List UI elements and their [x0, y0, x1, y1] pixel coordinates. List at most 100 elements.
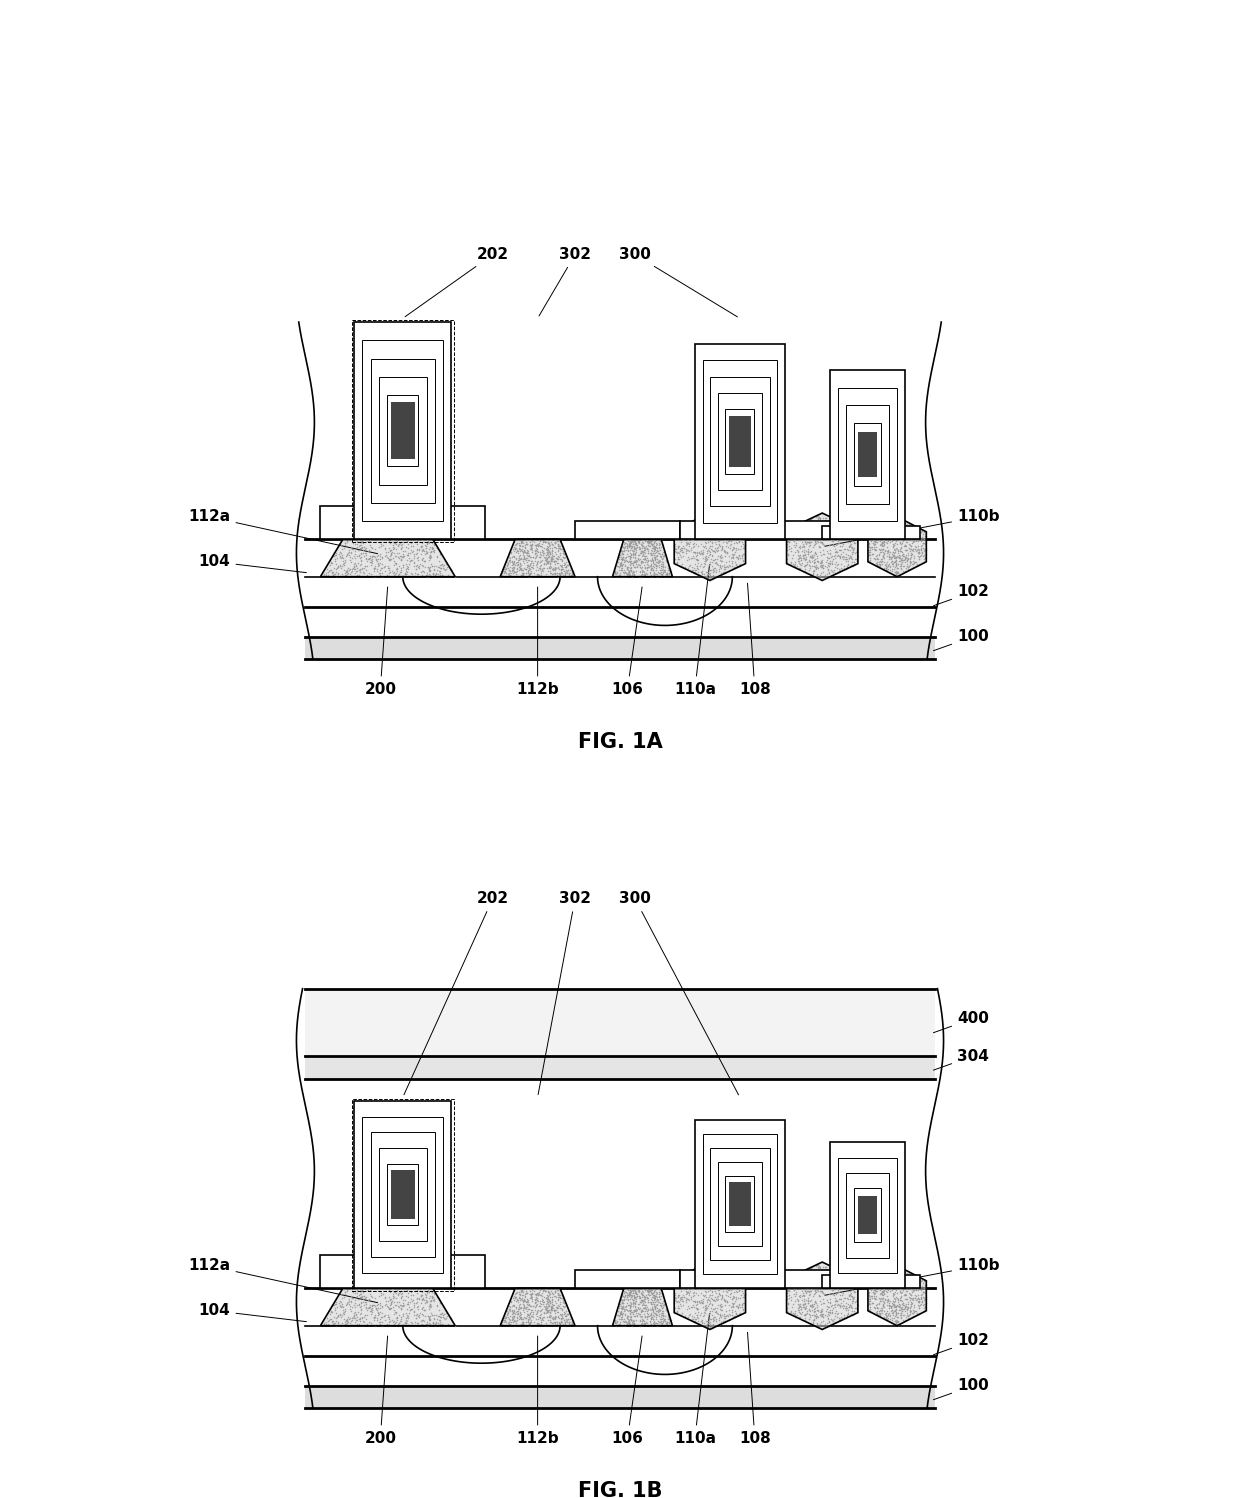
Point [652, 533, 672, 557]
Point [802, 535, 822, 559]
Point [614, 1285, 634, 1309]
Point [879, 1294, 899, 1318]
Point [660, 557, 680, 581]
Point [678, 1273, 698, 1297]
Point [898, 1303, 918, 1327]
Point [616, 1294, 636, 1318]
Point [811, 515, 831, 539]
Point [706, 1300, 725, 1324]
Point [887, 529, 906, 553]
Point [808, 533, 828, 557]
Point [611, 1296, 631, 1320]
Point [520, 527, 539, 551]
Point [806, 1261, 826, 1285]
Point [626, 1282, 646, 1306]
Point [802, 518, 822, 542]
Point [667, 1270, 687, 1294]
Point [724, 536, 744, 560]
Point [520, 1309, 539, 1333]
Point [812, 553, 832, 577]
Point [792, 529, 812, 553]
Point [503, 551, 523, 575]
Point [830, 538, 849, 562]
Point [658, 1308, 678, 1332]
Point [785, 1302, 805, 1326]
Point [350, 530, 370, 554]
Point [682, 1284, 702, 1308]
Point [521, 1311, 541, 1335]
Point [620, 1297, 640, 1321]
Point [491, 1314, 511, 1338]
Point [420, 542, 440, 566]
Point [900, 1300, 920, 1324]
Point [817, 518, 837, 542]
Point [358, 562, 378, 586]
Point [724, 1281, 744, 1305]
Point [811, 515, 831, 539]
Point [534, 1278, 554, 1302]
Point [916, 530, 936, 554]
Point [630, 559, 650, 583]
Point [718, 1266, 738, 1290]
Point [820, 560, 839, 584]
Point [551, 554, 570, 578]
Point [544, 1309, 564, 1333]
Point [801, 1299, 821, 1323]
Point [520, 1309, 539, 1333]
Point [635, 536, 655, 560]
Point [656, 562, 676, 586]
Point [631, 1281, 651, 1305]
Point [791, 1302, 811, 1326]
Point [548, 539, 568, 563]
Point [522, 556, 542, 580]
Point [417, 536, 436, 560]
Point [693, 512, 713, 536]
Point [847, 1297, 867, 1321]
Point [629, 1279, 649, 1303]
Point [495, 1308, 515, 1332]
Point [652, 544, 672, 568]
Point [883, 1299, 903, 1323]
Point [415, 541, 435, 565]
Point [527, 533, 547, 557]
Point [671, 530, 691, 554]
Point [422, 1285, 441, 1309]
Point [887, 553, 906, 577]
Point [696, 1314, 715, 1338]
Point [645, 548, 665, 572]
Point [538, 530, 558, 554]
Point [837, 1267, 857, 1291]
Point [415, 1284, 435, 1308]
Point [909, 1278, 929, 1302]
Point [714, 1270, 734, 1294]
Point [361, 1284, 381, 1308]
Point [683, 1281, 703, 1305]
Point [326, 541, 346, 565]
Point [672, 1270, 692, 1294]
Point [800, 1257, 820, 1281]
Point [694, 1311, 714, 1335]
Point [795, 511, 815, 535]
Point [387, 541, 407, 565]
Point [549, 557, 569, 581]
Point [556, 1305, 575, 1329]
Point [641, 530, 661, 554]
Point [402, 1309, 422, 1333]
Point [895, 1308, 915, 1332]
Point [646, 1287, 666, 1311]
Point [532, 557, 552, 581]
Point [615, 1309, 635, 1333]
Point [909, 529, 929, 553]
Point [883, 1260, 903, 1284]
Point [417, 563, 436, 587]
Point [885, 548, 905, 572]
Point [361, 1311, 381, 1335]
Point [866, 1296, 885, 1320]
Point [520, 1306, 539, 1330]
Point [900, 1296, 920, 1320]
Point [722, 538, 742, 562]
Point [711, 1273, 730, 1297]
Point [622, 1281, 642, 1305]
Point [542, 1294, 562, 1318]
Point [512, 545, 532, 569]
